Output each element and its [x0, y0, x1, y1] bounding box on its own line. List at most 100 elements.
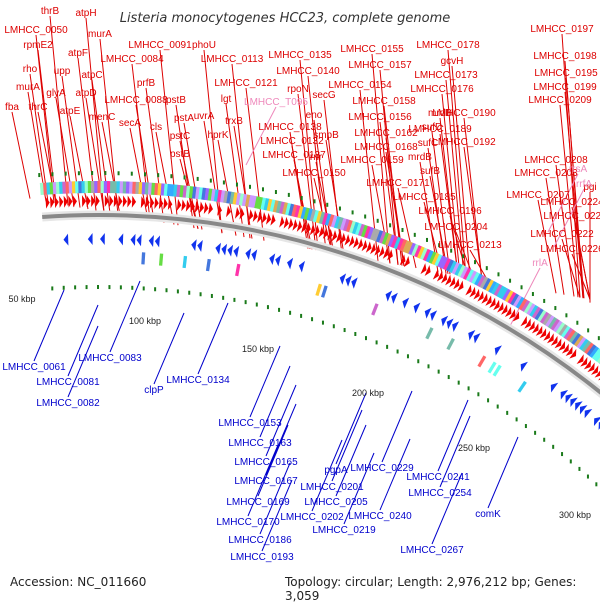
cog-color-block — [417, 246, 425, 259]
gene-label: pgi — [583, 182, 596, 193]
gene-label: rrlA — [532, 258, 548, 269]
inner-tick-mark — [524, 424, 527, 429]
forward-gene-arrow — [590, 365, 599, 375]
cog-color-block — [71, 181, 76, 194]
cog-color-block — [526, 303, 536, 316]
forward-gene-arrow — [158, 197, 164, 210]
cog-color-block — [448, 260, 458, 274]
gene-label: trxB — [225, 116, 243, 127]
outer-tick-mark — [144, 172, 147, 177]
connector-line — [431, 131, 451, 275]
gene-label: atpH — [75, 8, 96, 19]
gene-label: LMHCC_0083 — [78, 353, 142, 364]
inner-tick-mark — [467, 386, 470, 391]
gene-label: hprK — [207, 130, 228, 141]
forward-gene-arrow — [520, 315, 527, 327]
outer-tick-mark — [157, 173, 160, 178]
connector-line — [574, 220, 591, 300]
outer-tick-mark — [117, 171, 120, 176]
forward-gene-arrow — [583, 359, 592, 370]
connector-line — [37, 49, 57, 204]
connector-line — [203, 120, 223, 234]
forward-gene-arrow — [449, 276, 456, 288]
inner-tick-mark — [343, 328, 346, 333]
cog-color-block — [589, 346, 600, 359]
gene-label: LMHCC_0199 — [533, 82, 597, 93]
outer-tick-mark — [597, 336, 600, 341]
gene-label: prfB — [137, 78, 156, 89]
connector-line — [564, 91, 584, 299]
reverse-gene-arrow — [402, 297, 410, 309]
inner-tick-mark — [74, 285, 77, 290]
reverse-cog-block — [320, 285, 328, 298]
forward-gene-arrow — [81, 195, 87, 208]
cog-color-block — [361, 224, 369, 238]
genome-title: Listeria monocytogenes HCC23, complete g… — [120, 11, 451, 26]
cog-color-block — [52, 182, 57, 195]
connector-line — [29, 73, 49, 202]
outer-tick-mark — [485, 266, 488, 271]
connector-line — [183, 122, 203, 230]
cog-color-block — [288, 203, 295, 217]
cog-color-block — [91, 181, 95, 194]
gene-label: LMHCC_0208 — [524, 155, 588, 166]
cog-color-block — [558, 324, 568, 336]
cog-color-block — [294, 205, 301, 218]
gene-label: LMHCC_0088 — [104, 95, 168, 106]
inner-tick-mark — [487, 398, 490, 403]
cog-color-block — [504, 290, 514, 303]
gene-label: clpP — [144, 385, 164, 396]
outer-tick-mark — [531, 292, 534, 297]
gene-label: LMHCC_0134 — [166, 375, 230, 386]
gene-label: LMHCC_0224 — [540, 197, 600, 208]
gene-label: eno — [306, 110, 323, 121]
cog-color-block — [166, 183, 172, 197]
gene-label: sufB — [420, 166, 440, 177]
forward-gene-arrow — [587, 362, 595, 373]
gene-label: uvrA — [194, 111, 215, 122]
cog-color-block — [378, 231, 387, 244]
gene-label: LMHCC_0209 — [528, 95, 592, 106]
outer-tick-mark — [261, 187, 264, 192]
gene-label: LMHCC_0137 — [262, 150, 326, 161]
connector-line — [259, 462, 291, 535]
gene-label: LMHCC_0158 — [352, 96, 416, 107]
cog-color-block — [220, 190, 226, 203]
forward-gene-arrow — [370, 242, 376, 255]
outer-tick-mark — [565, 313, 568, 318]
forward-gene-arrow — [252, 210, 258, 222]
forward-gene-arrow — [399, 254, 406, 266]
inner-tick-mark — [233, 297, 236, 302]
cog-color-block — [315, 210, 323, 224]
gene-label: LMHCC_0192 — [432, 137, 496, 148]
forward-gene-arrow — [145, 196, 150, 209]
forward-gene-arrow — [154, 196, 159, 209]
forward-gene-arrow — [314, 224, 320, 237]
cog-color-block — [169, 184, 175, 197]
gene-label: secA — [119, 118, 142, 129]
outer-tick-mark — [401, 227, 404, 232]
forward-gene-arrow — [226, 205, 231, 218]
cog-color-block — [75, 181, 79, 194]
reverse-gene-arrow — [584, 408, 593, 419]
gene-label: LMHCC_0155 — [340, 44, 404, 55]
cog-color-block — [454, 263, 463, 276]
outer-tick-mark — [287, 192, 290, 197]
cog-color-block — [419, 247, 428, 261]
forward-gene-arrow — [248, 209, 254, 222]
gene-label: sufC — [418, 138, 439, 149]
gene-label: atpC — [81, 70, 102, 81]
forward-gene-arrow — [292, 219, 298, 231]
forward-gene-arrow — [327, 228, 333, 241]
gene-label: smpB — [313, 130, 339, 141]
inner-tick-mark — [515, 417, 518, 422]
inner-tick-mark — [210, 293, 213, 298]
gene-label: rrsA — [569, 164, 588, 175]
gene-label: LMHCC_0207 — [506, 190, 570, 201]
forward-gene-arrow — [318, 226, 325, 238]
cog-color-block — [282, 202, 289, 215]
cog-color-block — [363, 225, 372, 239]
cog-color-block — [346, 219, 353, 233]
cog-color-block — [336, 217, 344, 230]
forward-gene-arrow — [45, 196, 50, 209]
